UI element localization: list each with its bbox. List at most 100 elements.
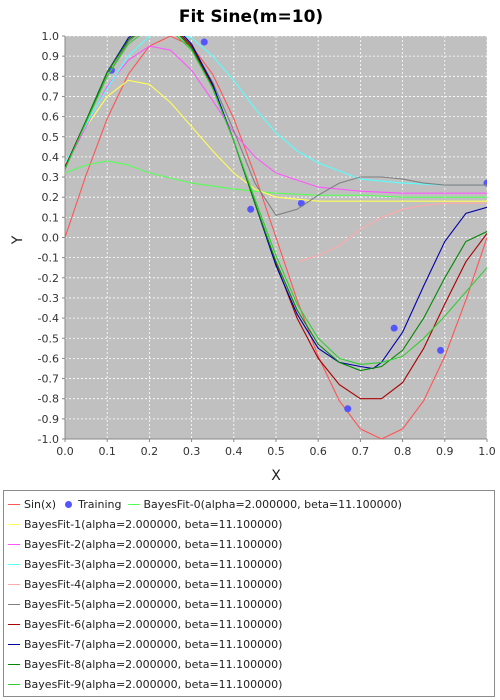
legend-label: BayesFit-7(alpha=2.000000, beta=11.10000…	[24, 637, 283, 651]
legend-row: BayesFit-7(alpha=2.000000, beta=11.10000…	[8, 636, 288, 652]
legend: Sin(x) Training BayesFit-0(alpha=2.000000,…	[3, 490, 495, 697]
series-line-11	[65, 36, 487, 365]
series-line-0	[65, 36, 487, 439]
y-tick-label: 1.0	[42, 30, 60, 43]
legend-label: BayesFit-1(alpha=2.000000, beta=11.10000…	[24, 517, 283, 531]
y-tick-label: -0.3	[38, 292, 59, 305]
legend-item: BayesFit-3(alpha=2.000000, beta=11.10000…	[8, 558, 282, 571]
y-tick-label: -0.2	[38, 272, 59, 285]
legend-line-icon	[8, 663, 20, 665]
training-point	[247, 205, 255, 213]
legend-label: Training	[78, 497, 122, 511]
legend-item: BayesFit-2(alpha=2.000000, beta=11.10000…	[8, 538, 282, 551]
y-tick-label: 0.9	[42, 50, 60, 63]
series-line-6	[296, 202, 487, 263]
y-tick-label: -1.0	[38, 433, 59, 446]
legend-item: Training	[62, 497, 122, 511]
y-tick-label: -0.8	[38, 393, 59, 406]
series-line-2	[65, 160, 487, 198]
training-point	[297, 199, 305, 207]
legend-row: BayesFit-2(alpha=2.000000, beta=11.10000…	[8, 536, 288, 552]
legend-line-icon	[8, 563, 20, 565]
legend-line-icon	[127, 503, 140, 505]
x-tick-label: 0.8	[394, 445, 412, 458]
legend-label: BayesFit-8(alpha=2.000000, beta=11.10000…	[24, 657, 283, 671]
series-line-8	[65, 36, 487, 400]
legend-row: BayesFit-1(alpha=2.000000, beta=11.10000…	[8, 516, 288, 532]
x-tick-label: 0.0	[56, 445, 74, 458]
legend-item: BayesFit-7(alpha=2.000000, beta=11.10000…	[8, 638, 282, 651]
legend-line-icon	[8, 503, 20, 505]
y-tick-label: -0.7	[38, 373, 59, 386]
legend-label: BayesFit-2(alpha=2.000000, beta=11.10000…	[24, 537, 283, 551]
legend-label: BayesFit-0(alpha=2.000000, beta=11.10000…	[143, 497, 402, 511]
y-tick-label: 0.8	[42, 70, 60, 83]
axes: 0.0 0.1 0.2 0.3 0.4 0.5 0.6 0.7 0.8 0.9 1.0 1.0 0.9 0…	[38, 30, 496, 458]
legend-row: BayesFit-6(alpha=2.000000, beta=11.10000…	[8, 616, 288, 632]
y-tick-label: 0.3	[42, 171, 60, 184]
training-point	[200, 38, 208, 46]
legend-item: BayesFit-0(alpha=2.000000, beta=11.10000…	[127, 497, 402, 511]
y-tick-label: 0.6	[42, 111, 60, 124]
series-line-9	[65, 36, 487, 370]
y-tick-label: -0.4	[38, 312, 59, 325]
y-tick-label: -0.6	[38, 352, 59, 365]
legend-label: BayesFit-9(alpha=2.000000, beta=11.10000…	[24, 677, 283, 691]
legend-row: BayesFit-5(alpha=2.000000, beta=11.10000…	[8, 596, 288, 612]
legend-marker-icon	[65, 500, 73, 508]
series-group	[65, 36, 487, 439]
legend-item: BayesFit-1(alpha=2.000000, beta=11.10000…	[8, 518, 282, 531]
x-tick-label: 0.1	[98, 445, 116, 458]
series-line-7	[65, 36, 487, 216]
legend-line-icon	[8, 603, 20, 605]
legend-line-icon	[8, 523, 20, 525]
legend-row: Sin(x) Training BayesFit-0(alpha=2.000000,…	[8, 496, 408, 512]
x-tick-label: 1.0	[478, 445, 496, 458]
legend-item: BayesFit-8(alpha=2.000000, beta=11.10000…	[8, 658, 282, 671]
legend-label: Sin(x)	[24, 497, 57, 511]
legend-row: BayesFit-4(alpha=2.000000, beta=11.10000…	[8, 576, 288, 592]
x-tick-label: 0.9	[436, 445, 454, 458]
legend-line-icon	[8, 683, 20, 685]
legend-line-icon	[8, 643, 20, 645]
legend-row: BayesFit-3(alpha=2.000000, beta=11.10000…	[8, 556, 288, 572]
y-tick-label: 0.7	[42, 90, 60, 103]
legend-row: BayesFit-8(alpha=2.000000, beta=11.10000…	[8, 656, 288, 672]
x-tick-label: 0.7	[352, 445, 370, 458]
y-tick-label: 0.5	[42, 131, 60, 144]
training-point	[344, 405, 352, 413]
legend-item: BayesFit-6(alpha=2.000000, beta=11.10000…	[8, 618, 282, 631]
x-axis-label: X	[271, 468, 281, 484]
legend-label: BayesFit-4(alpha=2.000000, beta=11.10000…	[24, 577, 283, 591]
legend-line-icon	[8, 623, 20, 625]
x-tick-label: 0.6	[309, 445, 327, 458]
series-line-3	[65, 79, 487, 202]
series-line-10	[65, 36, 487, 372]
x-tick-label: 0.5	[267, 445, 285, 458]
y-axis-label: Y	[10, 235, 26, 245]
series-line-4	[65, 45, 487, 194]
y-tick-label: 0.1	[42, 211, 60, 224]
legend-label: BayesFit-6(alpha=2.000000, beta=11.10000…	[24, 617, 283, 631]
legend-item: BayesFit-5(alpha=2.000000, beta=11.10000…	[8, 598, 282, 611]
x-tick-label: 0.4	[225, 445, 243, 458]
training-point	[437, 346, 445, 354]
training-point	[390, 324, 398, 332]
y-tick-label: -0.5	[38, 332, 59, 345]
x-tick-label: 0.2	[141, 445, 159, 458]
legend-item: BayesFit-4(alpha=2.000000, beta=11.10000…	[8, 578, 282, 591]
legend-label: BayesFit-3(alpha=2.000000, beta=11.10000…	[24, 557, 283, 571]
chart: Fit Sine(m=10) 0.0 0.1 0.2 0.3 0.4 0.5 0.6 0.7 0…	[10, 7, 496, 484]
y-tick-label: 0.0	[42, 232, 60, 245]
legend-row: BayesFit-9(alpha=2.000000, beta=11.10000…	[8, 676, 288, 692]
legend-label: BayesFit-5(alpha=2.000000, beta=11.10000…	[24, 597, 283, 611]
chart-title: Fit Sine(m=10)	[179, 7, 323, 27]
x-tick-label: 0.3	[183, 445, 201, 458]
y-tick-label: 0.4	[42, 151, 60, 164]
y-tick-label: -0.1	[38, 252, 59, 265]
legend-item: BayesFit-9(alpha=2.000000, beta=11.10000…	[8, 678, 282, 691]
legend-line-icon	[8, 583, 20, 585]
series-line-5	[65, 36, 487, 186]
legend-line-icon	[8, 543, 20, 545]
y-tick-label: 0.2	[42, 191, 60, 204]
